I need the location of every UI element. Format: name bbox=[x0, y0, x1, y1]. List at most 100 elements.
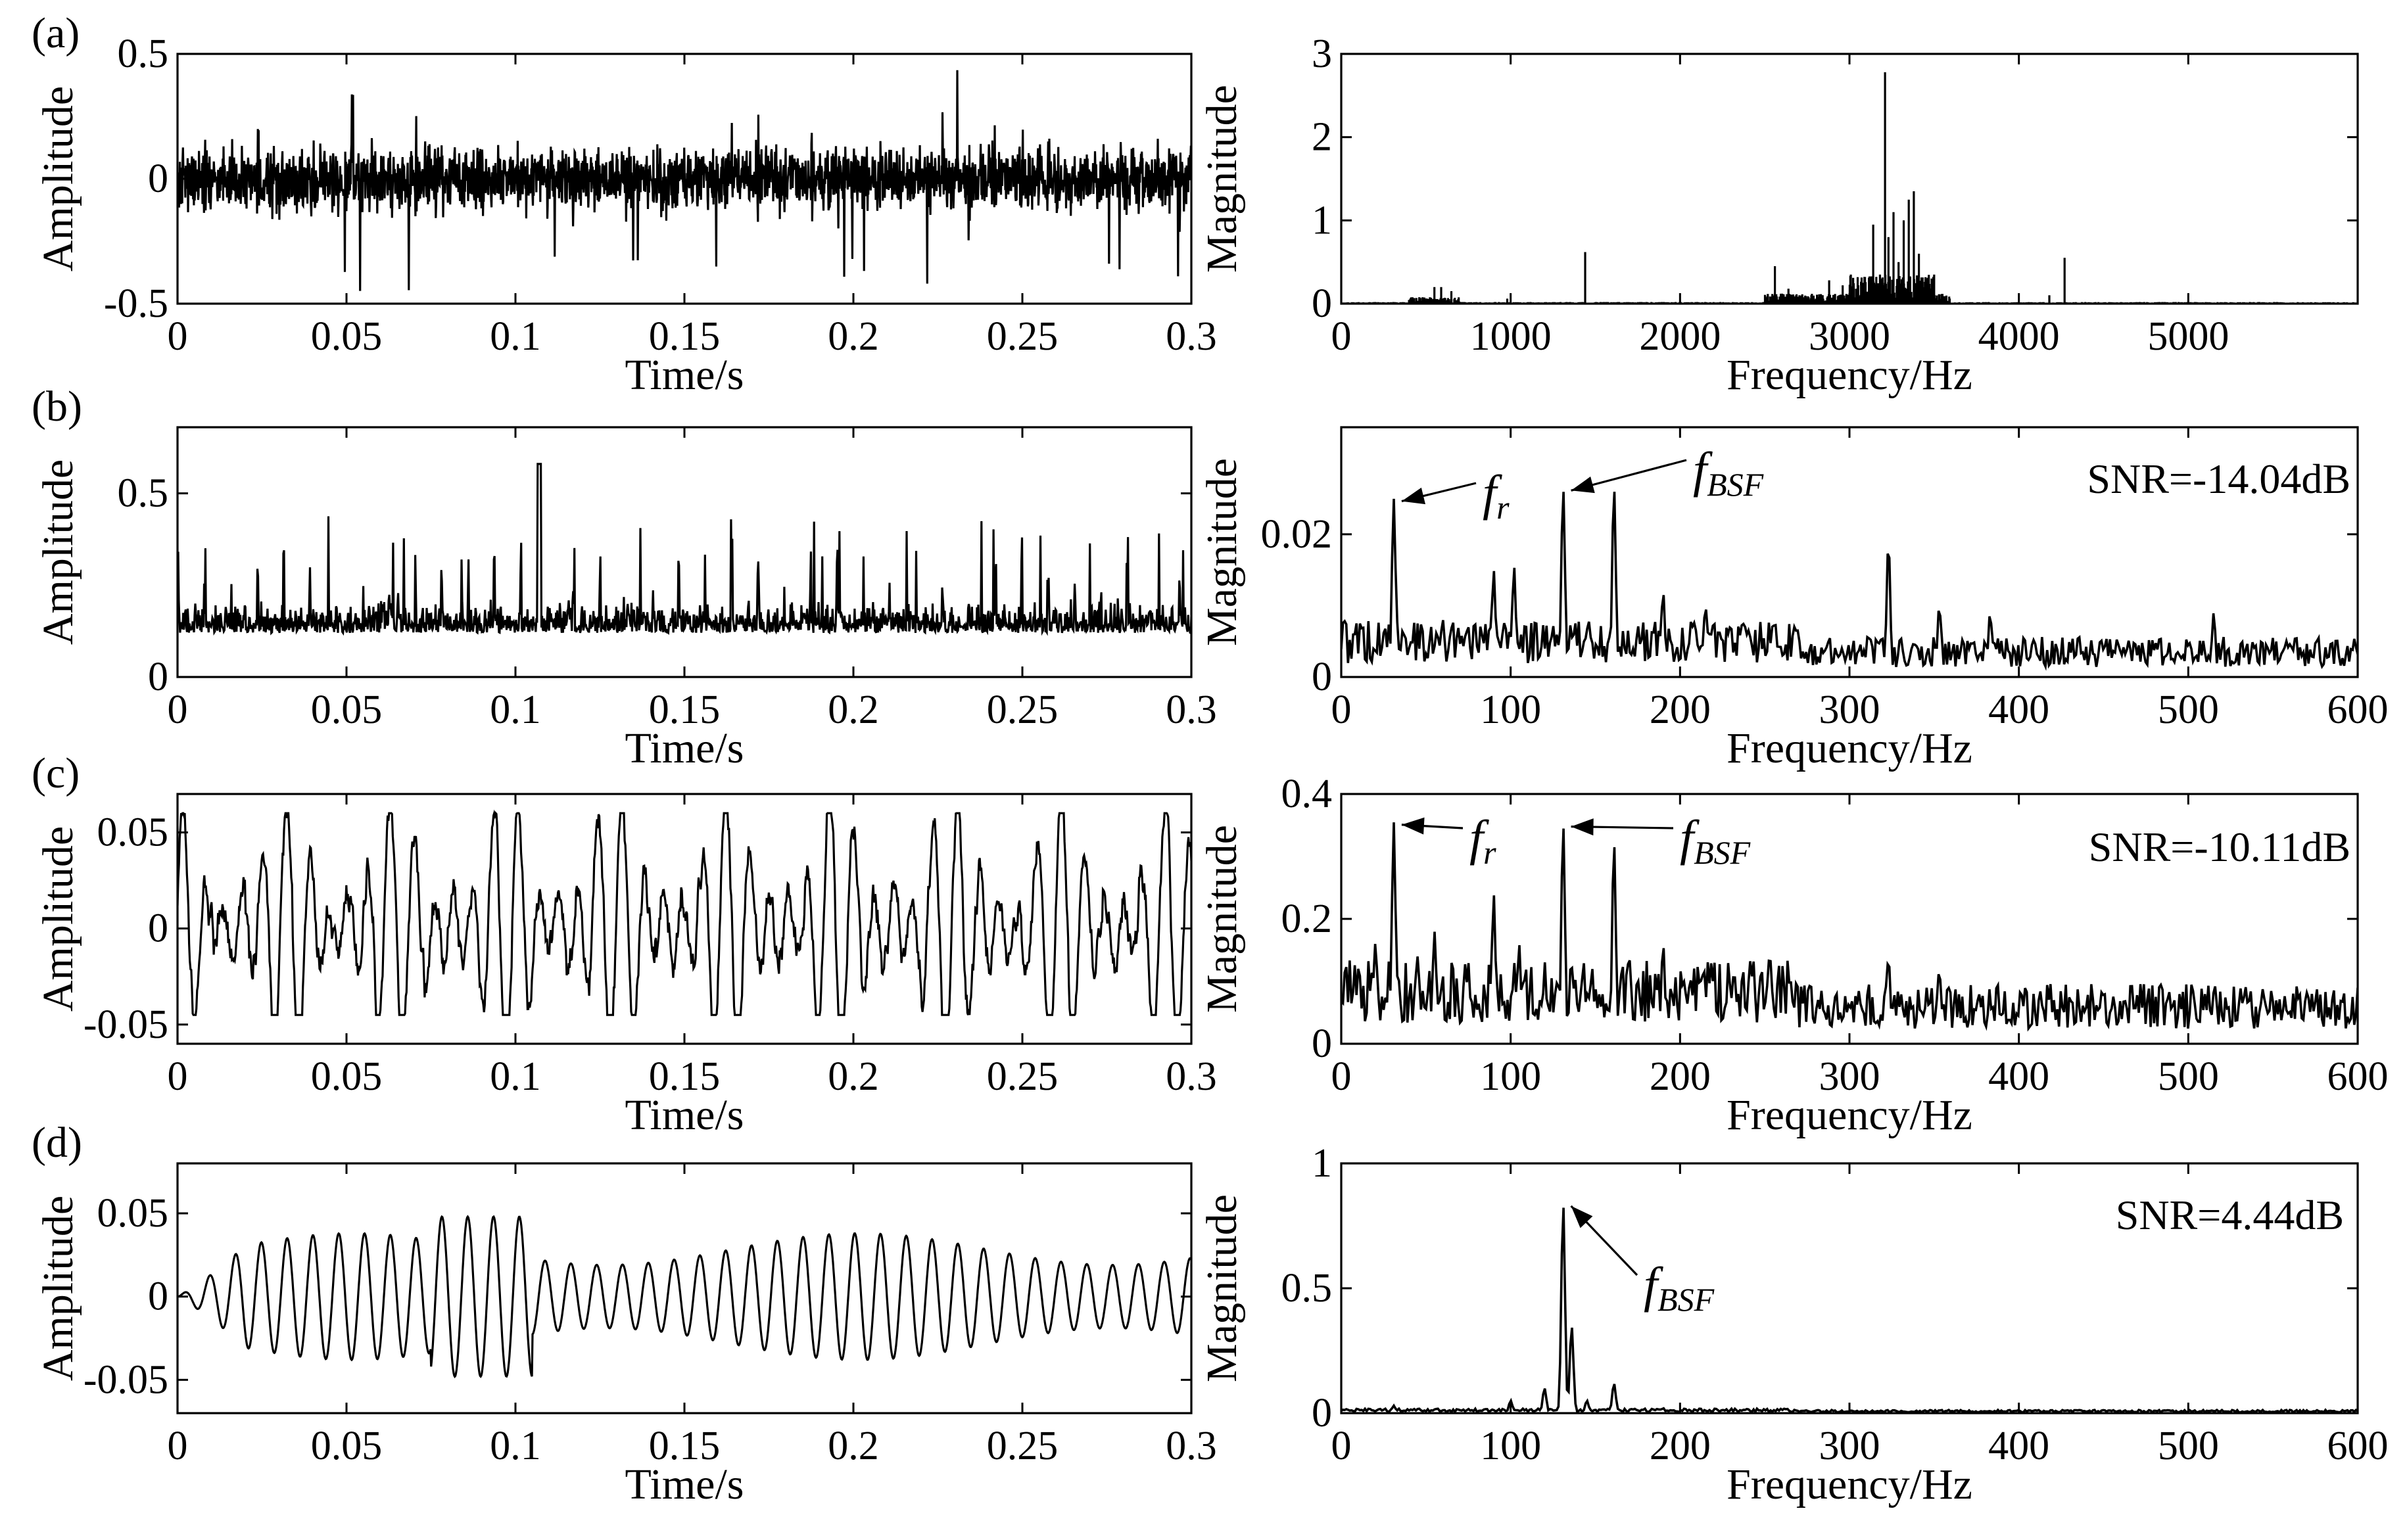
c_freq-xtick-label: 300 bbox=[1819, 1054, 1880, 1099]
b_time-xtick-label: 0.05 bbox=[311, 688, 383, 732]
d_freq-xtick-label: 600 bbox=[2327, 1424, 2389, 1468]
c_freq-snr-label: SNR=-10.11dB bbox=[2089, 824, 2350, 870]
d_freq-axes: 0 100 200 300 400 500 600 0 0.5 1 Frequency/Hz Magn… bbox=[1198, 1141, 2389, 1508]
c_time-axes: 0 0.05 0.1 0.15 0.2 0.25 0.3-0.0500.05Time/sAm… bbox=[32, 749, 1217, 1139]
a_freq-xtick-label: 1000 bbox=[1470, 314, 1552, 359]
b_freq-snr-label: SNR=-14.04dB bbox=[2087, 455, 2350, 502]
a_time-xtick-label: 0.25 bbox=[987, 314, 1059, 359]
d_time-ylabel: Amplitude bbox=[34, 1196, 82, 1381]
b_time-xtick-label: 0.1 bbox=[490, 688, 541, 732]
a_time-axes: 0 0.05 0.1 0.15 0.2 0.25 0.3-0.500.5Time/sAmpl… bbox=[32, 9, 1217, 399]
c_freq-annotation-label: fBSF bbox=[1680, 810, 1751, 871]
a_freq-ytick-label: 0 bbox=[1312, 281, 1332, 326]
d_time-ytick-label: -0.05 bbox=[83, 1357, 168, 1402]
b_time-series-line bbox=[178, 463, 1191, 636]
d_time-ytick-label: 0 bbox=[148, 1274, 168, 1319]
b_time-xlabel: Time/s bbox=[625, 724, 744, 772]
b_freq-series-line bbox=[1341, 492, 2358, 671]
c_time-xtick-label: 0.2 bbox=[828, 1054, 879, 1099]
c_time-xtick-label: 0.25 bbox=[987, 1054, 1059, 1099]
b_freq-xtick-label: 400 bbox=[1988, 688, 2049, 732]
a_freq-ytick-label: 1 bbox=[1312, 198, 1332, 243]
d_time-xtick-label: 0.2 bbox=[828, 1424, 879, 1468]
b_freq-xtick-label: 600 bbox=[2327, 688, 2389, 732]
a_time-xtick-label: 0.05 bbox=[311, 314, 383, 359]
b_time-xtick-label: 0.2 bbox=[828, 688, 879, 732]
b_freq-xtick-label: 0 bbox=[1331, 688, 1352, 732]
d_time-xtick-label: 0.3 bbox=[1166, 1424, 1217, 1468]
d_freq-xtick-label: 0 bbox=[1331, 1424, 1352, 1468]
b_time-xtick-label: 0.3 bbox=[1166, 688, 1217, 732]
d_freq-ylabel: Magnitude bbox=[1198, 1194, 1246, 1382]
c_time-xlabel: Time/s bbox=[625, 1091, 744, 1139]
c_freq-xlabel: Frequency/Hz bbox=[1727, 1091, 1972, 1139]
a_freq-xtick-label: 4000 bbox=[1978, 314, 2060, 359]
c_freq-annotation-arrowhead bbox=[1571, 818, 1594, 836]
a_time-xtick-label: 0.15 bbox=[649, 314, 721, 359]
c_freq-xtick-label: 100 bbox=[1480, 1054, 1541, 1099]
a_freq-series-stems bbox=[1341, 72, 2358, 304]
c_freq-xtick-label: 600 bbox=[2327, 1054, 2389, 1099]
a_time-xtick-label: 0.3 bbox=[1166, 314, 1217, 359]
d_time-xtick-label: 0.15 bbox=[649, 1424, 721, 1468]
d_time-ytick-label: 0.05 bbox=[97, 1191, 169, 1236]
d_time-xlabel: Time/s bbox=[625, 1460, 744, 1508]
b_time-axes: 0 0.05 0.1 0.15 0.2 0.25 0.3 0 0.5 Time/s Amplitud… bbox=[32, 383, 1217, 772]
c_freq-annotation-label: fr bbox=[1469, 810, 1496, 871]
a_freq-ytick-label: 3 bbox=[1312, 32, 1332, 76]
c_freq-series-line bbox=[1341, 822, 2358, 1032]
d_time-frame bbox=[176, 1162, 1193, 1414]
a_freq-ytick-label: 2 bbox=[1312, 115, 1332, 160]
a_time-xtick-label: 0 bbox=[168, 314, 188, 359]
d_freq-snr-label: SNR=4.44dB bbox=[2116, 1192, 2344, 1238]
a_time-ytick-label: 0 bbox=[148, 156, 168, 201]
a_time-panel-label: (a) bbox=[32, 9, 80, 57]
b_time-panel-label: (b) bbox=[32, 383, 82, 431]
a_freq-xlabel: Frequency/Hz bbox=[1727, 351, 1972, 399]
c_time-ytick-label: 0 bbox=[148, 906, 168, 951]
c_time-xtick-label: 0.15 bbox=[649, 1054, 721, 1099]
c_freq-xtick-label: 500 bbox=[2158, 1054, 2219, 1099]
c_freq-xtick-label: 0 bbox=[1331, 1054, 1352, 1099]
b_freq-annotation-arrowhead bbox=[1401, 487, 1425, 505]
c_time-ytick-label: 0.05 bbox=[97, 810, 169, 854]
c_time-ytick-label: -0.05 bbox=[83, 1002, 168, 1047]
c_freq-ytick-label: 0.2 bbox=[1281, 897, 1333, 941]
a_freq-xtick-label: 5000 bbox=[2147, 314, 2229, 359]
b_freq-xtick-label: 300 bbox=[1819, 688, 1880, 732]
d_freq-xtick-label: 400 bbox=[1988, 1424, 2049, 1468]
d_freq-ytick-label: 0 bbox=[1312, 1391, 1332, 1435]
d_freq-annotation-label: fBSF bbox=[1644, 1257, 1715, 1318]
d_time-xtick-label: 0.05 bbox=[311, 1424, 383, 1468]
b_freq-annotation-label: fr bbox=[1483, 465, 1510, 526]
a_freq-axes: 0 1000 2000 3000 4000 5000 0 1 2 3 Frequency/Hz Mag… bbox=[1198, 32, 2359, 399]
b_freq-axes: 0 100 200 300 400 500 600 0 0.02 Frequency/Hz Magn… bbox=[1198, 426, 2389, 772]
d_freq-xtick-label: 100 bbox=[1480, 1424, 1541, 1468]
a_time-xtick-label: 0.1 bbox=[490, 314, 541, 359]
b_freq-xtick-label: 200 bbox=[1650, 688, 1711, 732]
d_freq-annotation-arrowhead bbox=[1571, 1205, 1593, 1228]
a_time-series-line bbox=[178, 70, 1191, 291]
axes-layer: 0 0.05 0.1 0.15 0.2 0.25 0.3-0.500.5Time/sAmpl… bbox=[32, 9, 2389, 1508]
d_time-panel-label: (d) bbox=[32, 1119, 82, 1167]
a_freq-xtick-label: 3000 bbox=[1809, 314, 1890, 359]
c_time-ylabel: Amplitude bbox=[34, 826, 82, 1012]
a_freq-xtick-label: 2000 bbox=[1639, 314, 1721, 359]
d_time-xtick-label: 0 bbox=[168, 1424, 188, 1468]
d_time-series-line bbox=[178, 1215, 1191, 1379]
b_time-ytick-label: 0.5 bbox=[118, 471, 169, 516]
b_freq-xtick-label: 100 bbox=[1480, 688, 1541, 732]
c_time-xtick-label: 0.3 bbox=[1166, 1054, 1217, 1099]
c_freq-xtick-label: 200 bbox=[1650, 1054, 1711, 1099]
b_time-ytick-label: 0 bbox=[148, 655, 168, 699]
c_freq-annotation-arrowhead bbox=[1401, 817, 1425, 835]
c_time-xtick-label: 0.1 bbox=[490, 1054, 541, 1099]
b_time-xtick-label: 0.15 bbox=[649, 688, 721, 732]
b_time-ylabel: Amplitude bbox=[34, 459, 82, 645]
b_freq-annotation-label: fBSF bbox=[1693, 442, 1764, 503]
c_freq-xtick-label: 400 bbox=[1988, 1054, 2049, 1099]
d_freq-xtick-label: 200 bbox=[1650, 1424, 1711, 1468]
c_freq-ytick-label: 0 bbox=[1312, 1021, 1332, 1066]
b_time-xtick-label: 0 bbox=[168, 688, 188, 732]
d_time-axes: 0 0.05 0.1 0.15 0.2 0.25 0.3-0.0500.05Time/sAm… bbox=[32, 1119, 1217, 1508]
